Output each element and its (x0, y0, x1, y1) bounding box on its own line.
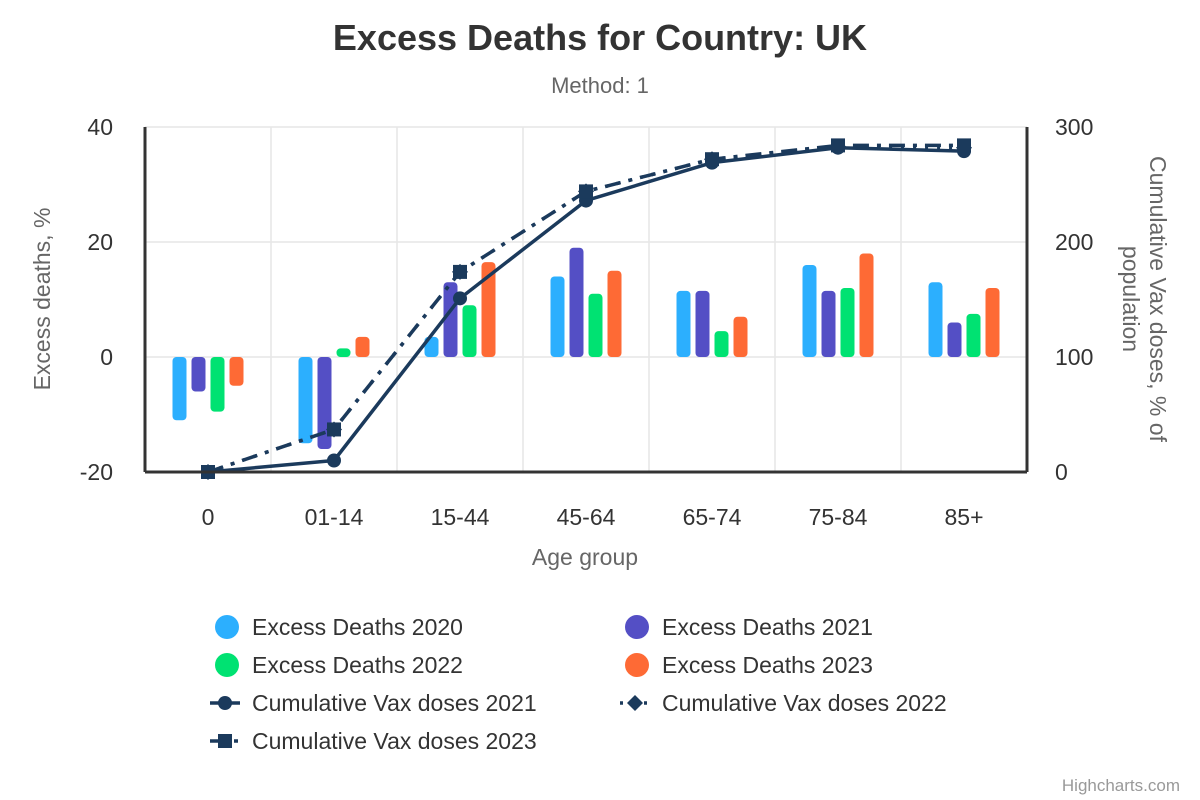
vax-point-1-3[interactable] (453, 291, 467, 306)
bar-3-6[interactable] (840, 288, 855, 357)
y2-tick-label: 300 (1055, 114, 1093, 140)
legend-label-7: Cumulative Vax doses 2023 (252, 728, 537, 754)
legend-item-6[interactable]: Cumulative Vax doses 2022 (620, 690, 947, 716)
legend-item-1[interactable]: Excess Deaths 2020 (215, 614, 463, 640)
x-tick-label: 75-84 (809, 504, 868, 530)
legend-item-5[interactable]: Cumulative Vax doses 2021 (210, 690, 537, 716)
x-tick-label: 85+ (944, 504, 983, 530)
bar-4-4[interactable] (607, 270, 622, 357)
y2-tick-label: 0 (1055, 459, 1068, 485)
bar-4-2[interactable] (355, 336, 370, 357)
bar-1-4[interactable] (550, 276, 565, 358)
x-axis-title: Age group (532, 544, 638, 570)
bar-1-5[interactable] (676, 290, 691, 357)
y2-axis-title-line-1: Cumulative Vax doses, % of (1145, 156, 1171, 443)
y-tick-label: 20 (87, 229, 113, 255)
legend: Excess Deaths 2020 Excess Deaths 2021 Exce… (210, 614, 947, 754)
bar-2-1[interactable] (191, 357, 206, 392)
bar-4-7[interactable] (985, 288, 1000, 357)
vax-point-1-2[interactable] (327, 453, 341, 468)
bar-2-4[interactable] (569, 247, 584, 357)
bar-4-5[interactable] (733, 316, 748, 357)
bar-4-3[interactable] (481, 262, 496, 357)
x-tick-label: 01-14 (305, 504, 364, 530)
vax-point-3-2[interactable] (327, 422, 341, 437)
chart-subtitle: Method: 1 (551, 73, 649, 98)
legend-item-4[interactable]: Excess Deaths 2023 (625, 652, 873, 678)
vax-point-3-5[interactable] (705, 152, 719, 167)
legend-item-2[interactable]: Excess Deaths 2021 (625, 614, 873, 640)
x-tick-label: 15-44 (431, 504, 490, 530)
legend-item-7[interactable]: Cumulative Vax doses 2023 (210, 728, 537, 754)
credits[interactable]: Highcharts.com (1062, 776, 1180, 795)
axes: -20 0 20 40 0 100 200 300 0 01-14 15-44 45-64 65-74 7… (80, 114, 1094, 530)
y-axis-title: Excess deaths, % (29, 208, 55, 391)
bar-4-1[interactable] (229, 357, 244, 386)
bar-1-6[interactable] (802, 265, 817, 357)
bar-1-1[interactable] (172, 357, 187, 421)
vax-point-3-6[interactable] (831, 138, 845, 153)
legend-label-4: Excess Deaths 2023 (662, 652, 873, 678)
bar-3-2[interactable] (336, 348, 351, 357)
y2-tick-label: 100 (1055, 344, 1093, 370)
vax-point-3-3[interactable] (453, 264, 467, 279)
y2-axis-title-line-2: population (1118, 246, 1144, 352)
x-tick-label: 0 (202, 504, 215, 530)
y-tick-label: 40 (87, 114, 113, 140)
line-series (200, 138, 972, 480)
bar-3-1[interactable] (210, 357, 225, 412)
legend-symbol-2 (625, 615, 649, 639)
x-tick-label: 65-74 (683, 504, 742, 530)
legend-label-6: Cumulative Vax doses 2022 (662, 690, 947, 716)
bar-4-6[interactable] (859, 253, 874, 358)
legend-label-2: Excess Deaths 2021 (662, 614, 873, 640)
y2-tick-label: 200 (1055, 229, 1093, 255)
bar-series (172, 247, 1000, 449)
chart-title: Excess Deaths for Country: UK (333, 17, 867, 58)
y-tick-label: 0 (100, 344, 113, 370)
vax-point-3-4[interactable] (579, 184, 593, 199)
grid (145, 126, 1027, 473)
bar-3-7[interactable] (966, 313, 981, 357)
legend-symbol-4 (625, 653, 649, 677)
legend-marker-6 (627, 695, 643, 711)
y2-axis-title: Cumulative Vax doses, % of population (1118, 156, 1171, 443)
legend-label-3: Excess Deaths 2022 (252, 652, 463, 678)
legend-marker-5 (218, 696, 232, 710)
x-tick-label: 45-64 (557, 504, 616, 530)
legend-symbol-3 (215, 653, 239, 677)
legend-marker-7 (218, 734, 232, 748)
legend-symbol-1 (215, 615, 239, 639)
bar-2-6[interactable] (821, 290, 836, 357)
bar-2-7[interactable] (947, 322, 962, 358)
legend-item-3[interactable]: Excess Deaths 2022 (215, 652, 463, 678)
bar-3-3[interactable] (462, 305, 477, 357)
bar-1-7[interactable] (928, 282, 943, 357)
bar-3-5[interactable] (714, 331, 729, 357)
bar-3-4[interactable] (588, 293, 603, 357)
legend-label-5: Cumulative Vax doses 2021 (252, 690, 537, 716)
bar-1-2[interactable] (298, 357, 313, 444)
bar-2-5[interactable] (695, 290, 710, 357)
legend-label-1: Excess Deaths 2020 (252, 614, 463, 640)
y-tick-label: -20 (80, 459, 113, 485)
vax-point-3-7[interactable] (957, 138, 971, 153)
